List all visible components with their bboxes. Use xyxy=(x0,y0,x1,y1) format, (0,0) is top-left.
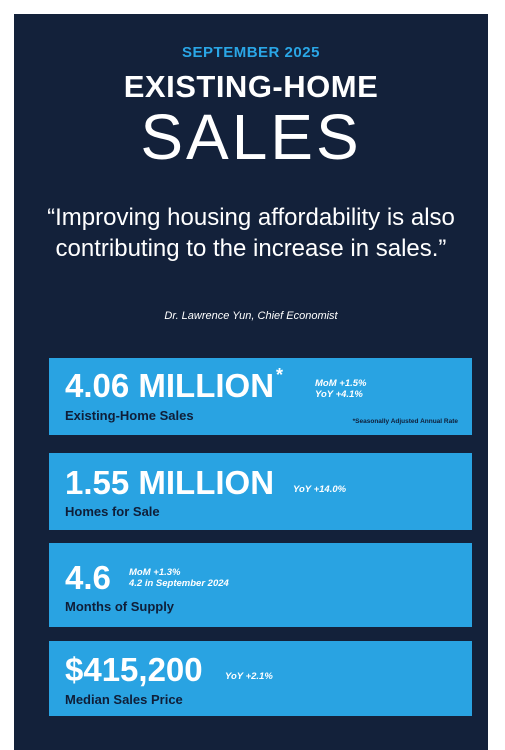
stat-note-yoy-homes: YoY +14.0% xyxy=(293,484,347,495)
report-month: SEPTEMBER 2025 xyxy=(182,44,320,61)
footnote-saar: *Seasonally Adjusted Annual Rate xyxy=(352,418,458,425)
stat-note-prior-year: 4.2 in September 2024 xyxy=(129,578,229,589)
stat-note-mom-supply: MoM +1.3% xyxy=(129,567,181,578)
stat-notes-months-supply: MoM +1.3% 4.2 in September 2024 xyxy=(129,567,229,589)
asterisk-marker: * xyxy=(276,365,284,385)
stat-value-median-price: $415,200 xyxy=(65,651,203,688)
stat-value-homes-for-sale: 1.55 MILLION xyxy=(65,464,275,501)
stat-value-months-supply: 4.6 xyxy=(65,559,111,596)
quote-attribution: Dr. Lawrence Yun, Chief Economist xyxy=(164,310,338,322)
stat-label-existing-home-sales: Existing-Home Sales xyxy=(65,408,194,423)
title-line-2: SALES xyxy=(140,101,362,173)
title-line-1: EXISTING-HOME xyxy=(123,69,379,104)
infographic-poster: SEPTEMBER 2025 EXISTING-HOME SALES “Impr… xyxy=(14,14,488,750)
stat-label-homes-for-sale: Homes for Sale xyxy=(65,504,160,519)
stat-notes-existing-home-sales: MoM +1.5% YoY +4.1% xyxy=(315,378,366,400)
quote-text: “Improving housing affordability is also… xyxy=(47,204,455,262)
stat-note-yoy-price: YoY +2.1% xyxy=(225,671,273,682)
stat-note-mom: MoM +1.5% xyxy=(315,378,367,389)
stat-note-yoy: YoY +4.1% xyxy=(315,389,363,400)
stat-value-text: 4.06 MILLION xyxy=(65,367,275,404)
stat-card-median-price: $415,200 YoY +2.1% Median Sales Price xyxy=(49,641,472,716)
stat-card-homes-for-sale: 1.55 MILLION YoY +14.0% Homes for Sale xyxy=(49,453,472,530)
stat-label-months-supply: Months of Supply xyxy=(65,599,175,614)
stat-value-existing-home-sales: 4.06 MILLION * xyxy=(65,365,284,405)
stat-card-existing-home-sales: 4.06 MILLION * MoM +1.5% YoY +4.1% Existi… xyxy=(49,358,472,435)
stat-card-months-supply: 4.6 MoM +1.3% 4.2 in September 2024 Mont… xyxy=(49,543,472,627)
stat-label-median-price: Median Sales Price xyxy=(65,692,183,707)
